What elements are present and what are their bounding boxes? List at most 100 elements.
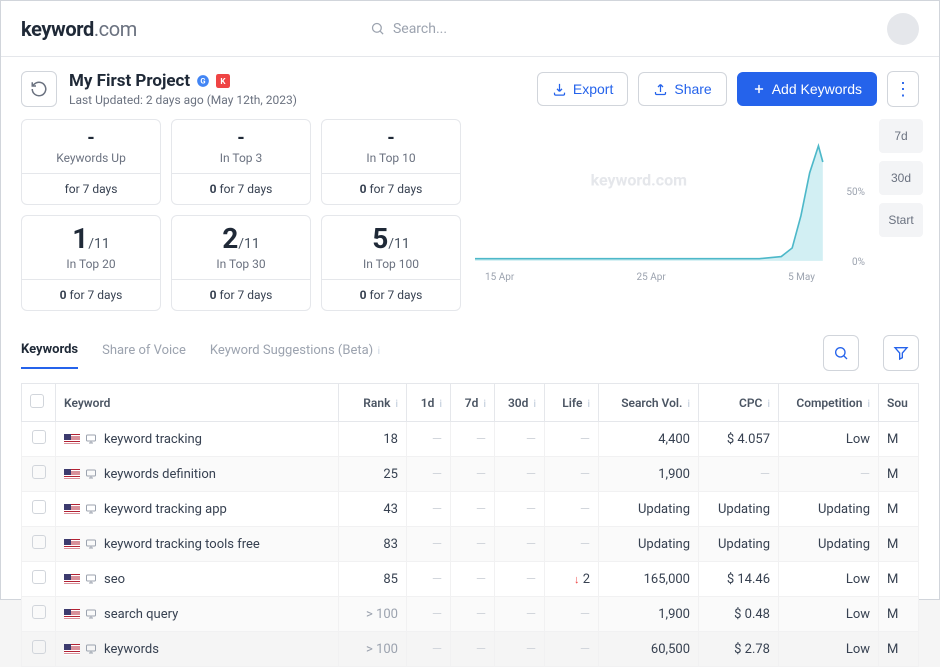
col-Sou[interactable]: Sou (879, 384, 919, 422)
1d-cell: — (407, 632, 451, 667)
trend-chart (475, 119, 825, 263)
comp-cell: Low (779, 562, 879, 597)
last-updated: Last Updated: 2 days ago (May 12th, 2023… (69, 93, 525, 107)
project-title: My First Project G K (69, 71, 525, 91)
col-CPC[interactable]: CPC i (699, 384, 779, 422)
7d-cell: — (451, 597, 495, 632)
comp-cell: Low (779, 422, 879, 457)
search-placeholder: Search... (393, 21, 447, 37)
stat-footer: 0 for 7 days (322, 173, 460, 204)
col-Life[interactable]: Life i (545, 384, 599, 422)
share-icon (653, 82, 668, 97)
add-keywords-button[interactable]: Add Keywords (737, 72, 877, 106)
1d-cell: — (407, 527, 451, 562)
30d-cell: — (495, 492, 545, 527)
tab-keywords[interactable]: Keywords (21, 342, 78, 369)
comp-cell: — (779, 457, 879, 492)
comp-cell: Low (779, 632, 879, 667)
keyword-cell[interactable]: keywords definition (56, 457, 339, 492)
row-checkbox[interactable] (32, 640, 46, 654)
life-cell: ↓ 2 (545, 562, 599, 597)
30d-cell: — (495, 597, 545, 632)
src-cell: M (879, 422, 919, 457)
col-7d[interactable]: 7d i (451, 384, 495, 422)
table-row: keywords definition 25 — — — — 1,900 — —… (22, 457, 919, 492)
period-Start[interactable]: Start (879, 203, 923, 237)
7d-cell: — (451, 562, 495, 597)
col-Keyword[interactable]: Keyword (56, 384, 339, 422)
tab-keyword-suggestions[interactable]: Keyword Suggestions (Beta) i (210, 343, 380, 368)
search-icon (370, 21, 385, 36)
tab-share-of-voice[interactable]: Share of Voice (102, 343, 186, 368)
vol-cell: 1,900 (599, 597, 699, 632)
search-keywords-button[interactable] (823, 335, 859, 371)
more-menu-button[interactable]: ⋮ (887, 71, 919, 107)
comp-cell: Updating (779, 492, 879, 527)
project-header: My First Project G K Last Updated: 2 day… (1, 57, 939, 119)
topbar: keyword.com Search... (1, 1, 939, 57)
cpc-cell: $ 2.78 (699, 632, 779, 667)
stat-label: In Top 10 (322, 151, 460, 173)
tabs: Keywords Share of Voice Keyword Suggesti… (1, 311, 939, 375)
select-all-checkbox[interactable] (30, 394, 44, 408)
cpc-cell: $ 14.46 (699, 562, 779, 597)
keyword-cell[interactable]: keyword tracking tools free (56, 527, 339, 562)
search-input[interactable]: Search... (362, 15, 662, 43)
period-selector: 7d 30d Start (879, 119, 923, 311)
life-cell: — (545, 597, 599, 632)
1d-cell: — (407, 562, 451, 597)
src-cell: M (879, 562, 919, 597)
col-Competition[interactable]: Competition i (779, 384, 879, 422)
vol-cell: 60,500 (599, 632, 699, 667)
keyword-cell[interactable]: seo (56, 562, 339, 597)
rank-cell: 83 (339, 527, 407, 562)
7d-cell: — (451, 632, 495, 667)
chart-area: keyword.com 50%0% 15 Apr25 Apr5 May (475, 119, 865, 311)
us-flag-icon (64, 539, 80, 550)
desktop-icon (84, 538, 98, 550)
row-checkbox[interactable] (32, 465, 46, 479)
export-button[interactable]: Export (537, 72, 628, 106)
us-flag-icon (64, 469, 80, 480)
filter-button[interactable] (883, 335, 919, 371)
svg-text:K: K (221, 76, 227, 86)
col-30d[interactable]: 30d i (495, 384, 545, 422)
col-select[interactable] (22, 384, 56, 422)
stat-label: In Top 30 (172, 257, 310, 279)
keyword-cell[interactable]: keyword tracking (56, 422, 339, 457)
7d-cell: — (451, 457, 495, 492)
desktop-icon (84, 503, 98, 515)
google-icon: G (196, 74, 210, 88)
stat-card: 5/11 In Top 100 0 for 7 days (321, 215, 461, 311)
1d-cell: — (407, 597, 451, 632)
period-7d[interactable]: 7d (879, 119, 923, 153)
refresh-button[interactable] (21, 71, 57, 107)
row-checkbox[interactable] (32, 500, 46, 514)
src-cell: M (879, 597, 919, 632)
period-30d[interactable]: 30d (879, 161, 923, 195)
col-Rank[interactable]: Rank i (339, 384, 407, 422)
row-checkbox[interactable] (32, 535, 46, 549)
avatar[interactable] (887, 13, 919, 45)
src-cell: M (879, 527, 919, 562)
table-row: keyword tracking tools free 83 — — — — U… (22, 527, 919, 562)
chart-xtick: 25 Apr (637, 272, 666, 283)
keyword-cell[interactable]: keywords (56, 632, 339, 667)
stat-value: - (22, 120, 160, 151)
logo[interactable]: keyword.com (21, 17, 137, 41)
keyword-cell[interactable]: keyword tracking app (56, 492, 339, 527)
keyword-cell[interactable]: search query (56, 597, 339, 632)
row-checkbox[interactable] (32, 570, 46, 584)
life-cell: — (545, 492, 599, 527)
row-checkbox[interactable] (32, 605, 46, 619)
table-row: seo 85 — — — ↓ 2 165,000 $ 14.46 Low M (22, 562, 919, 597)
1d-cell: — (407, 492, 451, 527)
share-button[interactable]: Share (638, 72, 726, 106)
row-checkbox[interactable] (32, 430, 46, 444)
stat-card: - Keywords Up for 7 days (21, 119, 161, 205)
col-Search Vol.[interactable]: Search Vol. i (599, 384, 699, 422)
col-1d[interactable]: 1d i (407, 384, 451, 422)
desktop-icon (84, 468, 98, 480)
keywords-table: KeywordRank i1d i7d i30d iLife iSearch V… (21, 383, 919, 667)
stat-label: Keywords Up (22, 151, 160, 173)
